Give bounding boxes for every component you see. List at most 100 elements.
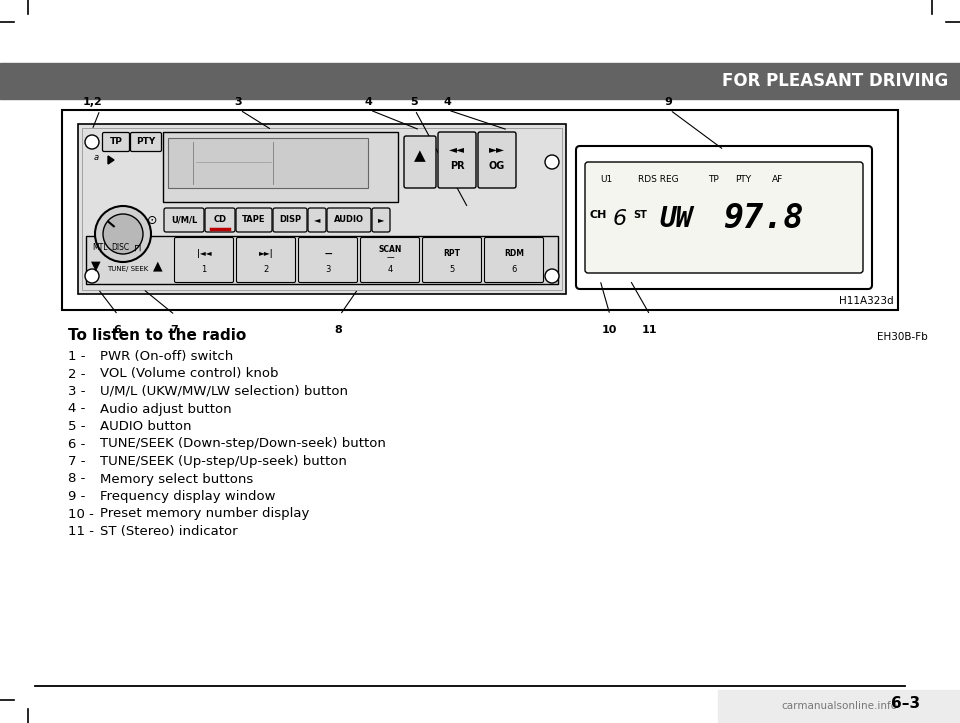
Text: ST (Stereo) indicator: ST (Stereo) indicator [100, 525, 238, 538]
Text: 4: 4 [364, 97, 372, 107]
FancyBboxPatch shape [205, 208, 235, 232]
Text: MTL: MTL [92, 244, 108, 252]
FancyBboxPatch shape [585, 162, 863, 273]
FancyBboxPatch shape [131, 132, 161, 152]
Text: 6: 6 [612, 209, 627, 229]
Text: 7: 7 [170, 325, 178, 335]
FancyBboxPatch shape [299, 237, 357, 283]
Text: FOR PLEASANT DRIVING: FOR PLEASANT DRIVING [722, 72, 948, 90]
Text: ⊙: ⊙ [147, 213, 157, 226]
FancyBboxPatch shape [576, 146, 872, 289]
Text: 11: 11 [641, 325, 657, 335]
Bar [86, 236, 558, 284]
Text: ▼: ▼ [91, 260, 101, 273]
Text: ◄: ◄ [314, 215, 321, 225]
Bar [62, 110, 898, 310]
Bar [78, 124, 566, 294]
Text: H11A323d: H11A323d [839, 296, 894, 306]
Text: DISP: DISP [279, 215, 301, 225]
Text: ►►: ►► [489, 144, 505, 154]
Text: ►►|: ►►| [258, 249, 274, 259]
Text: ◄◄: ◄◄ [449, 144, 465, 154]
Text: 97.8: 97.8 [723, 202, 804, 236]
Text: —: — [324, 249, 332, 259]
Text: 3 -: 3 - [68, 385, 85, 398]
FancyBboxPatch shape [236, 237, 296, 283]
Text: 10: 10 [601, 325, 616, 335]
Text: AF: AF [773, 174, 783, 184]
Text: CD: CD [213, 215, 227, 225]
Text: To listen to the radio: To listen to the radio [68, 328, 247, 343]
Text: AUDIO: AUDIO [334, 215, 364, 225]
Text: U/M/L (UKW/MW/LW selection) button: U/M/L (UKW/MW/LW selection) button [100, 385, 348, 398]
Circle shape [85, 269, 99, 283]
Text: 6–3: 6–3 [891, 696, 920, 711]
Text: 9 -: 9 - [68, 490, 85, 503]
Text: TP: TP [109, 137, 123, 147]
Text: ►: ► [377, 215, 384, 225]
Bar [718, 690, 960, 723]
Text: 6 -: 6 - [68, 437, 85, 450]
Text: 4: 4 [444, 97, 451, 107]
Text: |◄◄: |◄◄ [197, 249, 211, 259]
Text: RPT: RPT [444, 249, 461, 259]
Text: EH30B-Fb: EH30B-Fb [877, 332, 928, 342]
Text: Audio adjust button: Audio adjust button [100, 403, 231, 416]
FancyBboxPatch shape [372, 208, 390, 232]
Text: OG: OG [489, 161, 505, 171]
Text: TUNE/SEEK (Up-step/Up-seek) button: TUNE/SEEK (Up-step/Up-seek) button [100, 455, 347, 468]
FancyBboxPatch shape [478, 132, 516, 188]
Circle shape [545, 269, 559, 283]
Text: 11 -: 11 - [68, 525, 94, 538]
FancyBboxPatch shape [164, 208, 204, 232]
Bar [163, 132, 398, 202]
Text: UW: UW [660, 205, 693, 233]
Text: VOL (Volume control) knob: VOL (Volume control) knob [100, 367, 278, 380]
Text: TP: TP [708, 174, 718, 184]
Text: Frequency display window: Frequency display window [100, 490, 276, 503]
Text: 3: 3 [234, 97, 242, 107]
Text: PWR (On-off) switch: PWR (On-off) switch [100, 350, 233, 363]
FancyBboxPatch shape [103, 132, 130, 152]
Bar [168, 138, 368, 188]
Text: TAPE: TAPE [242, 215, 266, 225]
Text: TUNE/SEEK (Down-step/Down-seek) button: TUNE/SEEK (Down-step/Down-seek) button [100, 437, 386, 450]
Text: RDS REG: RDS REG [637, 174, 679, 184]
FancyBboxPatch shape [438, 132, 476, 188]
Text: PR: PR [449, 161, 465, 171]
Text: 7 -: 7 - [68, 455, 85, 468]
Text: CH: CH [589, 210, 607, 220]
Text: 1,2: 1,2 [84, 97, 103, 107]
Text: U/M/L: U/M/L [171, 215, 197, 225]
Text: 1: 1 [202, 265, 206, 275]
Text: 1 -: 1 - [68, 350, 85, 363]
Bar [0, 63, 960, 99]
Text: carmanualsonline.info: carmanualsonline.info [780, 701, 897, 711]
FancyBboxPatch shape [485, 237, 543, 283]
FancyBboxPatch shape [327, 208, 371, 232]
Text: ▲: ▲ [154, 260, 163, 273]
FancyBboxPatch shape [236, 208, 272, 232]
Text: 2 -: 2 - [68, 367, 85, 380]
Circle shape [95, 206, 151, 262]
Text: 8 -: 8 - [68, 473, 85, 486]
Text: 4 -: 4 - [68, 403, 85, 416]
Text: SCAN: SCAN [378, 244, 401, 254]
Text: 9: 9 [664, 97, 672, 107]
FancyBboxPatch shape [308, 208, 326, 232]
Text: 2: 2 [263, 265, 269, 275]
Text: U1: U1 [600, 174, 612, 184]
Text: 6: 6 [512, 265, 516, 275]
Text: 5: 5 [410, 97, 418, 107]
Text: 3: 3 [325, 265, 330, 275]
Text: Memory select buttons: Memory select buttons [100, 473, 253, 486]
Circle shape [545, 155, 559, 169]
Text: —: — [386, 254, 394, 262]
FancyBboxPatch shape [422, 237, 482, 283]
Text: a: a [93, 153, 99, 163]
Text: PTY: PTY [136, 137, 156, 147]
Circle shape [85, 135, 99, 149]
Text: ST: ST [633, 210, 647, 220]
Text: DISC: DISC [111, 244, 129, 252]
Bar [82, 128, 562, 290]
